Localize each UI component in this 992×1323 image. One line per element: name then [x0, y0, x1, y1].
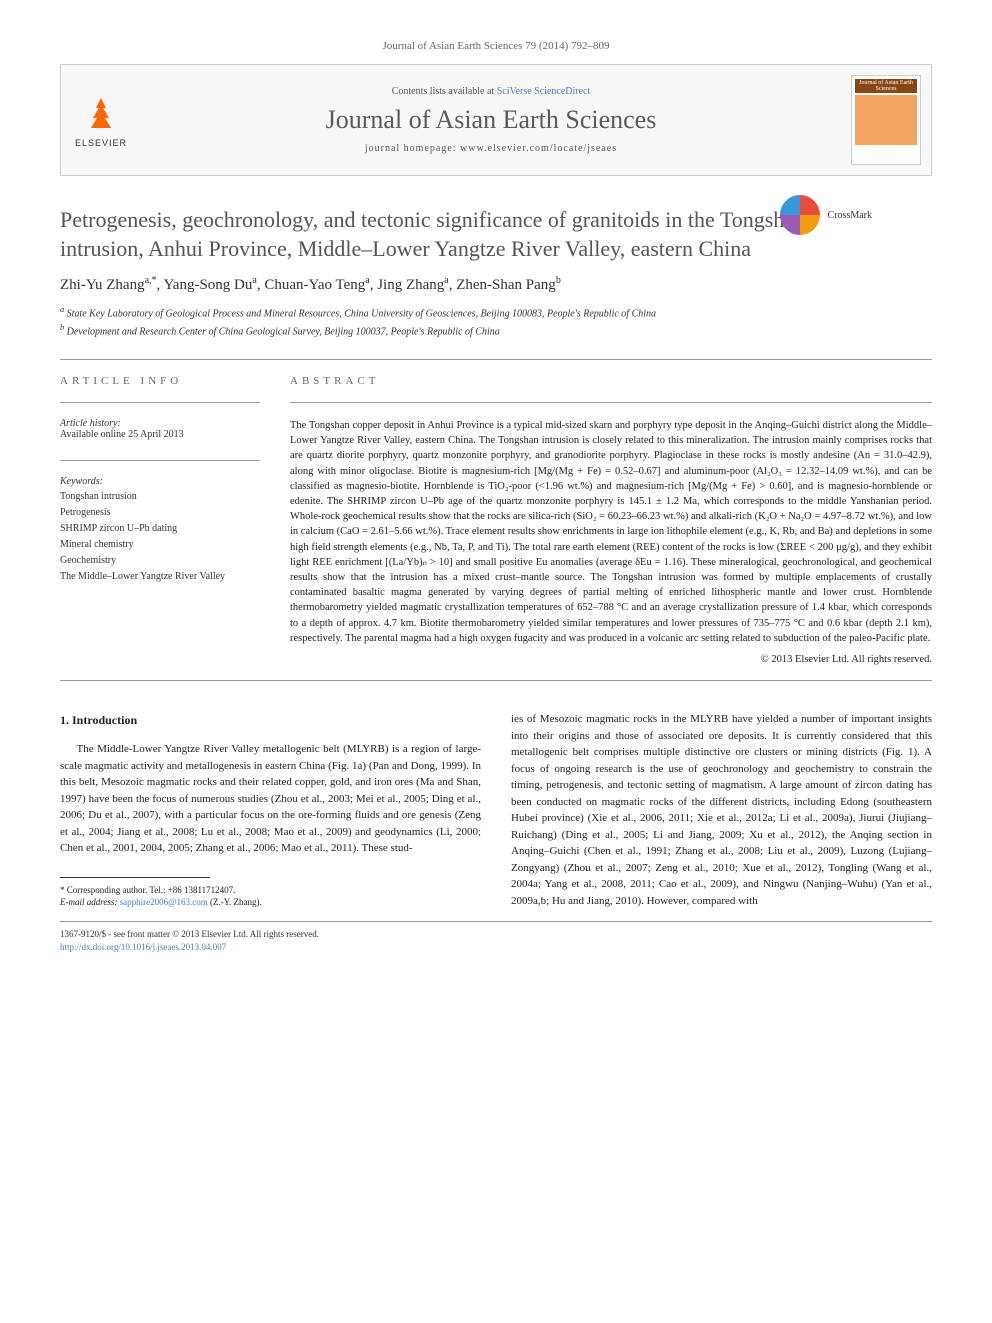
divider-info	[60, 402, 260, 403]
info-columns: ARTICLE INFO Article history: Available …	[60, 375, 932, 665]
abstract-text: The Tongshan copper deposit in Anhui Pro…	[290, 418, 932, 646]
header-center: Contents lists available at SciVerse Sci…	[141, 76, 841, 164]
doi-link[interactable]: http://dx.doi.org/10.1016/j.jseaes.2013.…	[60, 942, 226, 952]
article-history: Article history: Available online 25 Apr…	[60, 418, 260, 440]
homepage-url[interactable]: www.elsevier.com/locate/jseaes	[460, 143, 617, 154]
keywords-list: Tongshan intrusion Petrogenesis SHRIMP z…	[60, 489, 260, 585]
homepage-prefix: journal homepage:	[365, 143, 460, 154]
elsevier-logo: ELSEVIER	[61, 83, 141, 158]
keyword-item: Mineral chemistry	[60, 537, 260, 553]
sciencedirect-link[interactable]: SciVerse ScienceDirect	[497, 86, 591, 97]
corresponding-author-note: * Corresponding author. Tel.: +86 138117…	[60, 884, 481, 909]
introduction-heading: 1. Introduction	[60, 711, 481, 729]
author-3: , Chuan-Yao Teng	[257, 277, 365, 293]
publisher-name: ELSEVIER	[71, 138, 131, 148]
cover-title: Journal of Asian Earth Sciences	[855, 79, 917, 93]
corresponding-email[interactable]: sapphire2006@163.com	[120, 897, 208, 907]
author-5-affil: b	[556, 275, 561, 286]
footer-rights: 1367-9120/$ - see front matter © 2013 El…	[60, 928, 932, 941]
keyword-item: Petrogenesis	[60, 505, 260, 521]
keywords-label: Keywords:	[60, 476, 260, 487]
footnote-separator	[60, 877, 210, 878]
body-column-left: 1. Introduction The Middle-Lower Yangtze…	[60, 711, 481, 909]
contents-prefix: Contents lists available at	[392, 86, 497, 97]
crossmark-label: CrossMark	[828, 210, 872, 221]
footer-divider	[60, 921, 932, 922]
affiliation-a: a State Key Laboratory of Geological Pro…	[60, 304, 932, 321]
authors-line: Zhi-Yu Zhanga,*, Yang-Song Dua, Chuan-Ya…	[60, 275, 932, 294]
article-info-column: ARTICLE INFO Article history: Available …	[60, 375, 260, 665]
corresponding-tel: * Corresponding author. Tel.: +86 138117…	[60, 884, 481, 897]
divider-top	[60, 359, 932, 360]
journal-homepage-line: journal homepage: www.elsevier.com/locat…	[141, 143, 841, 154]
journal-reference: Journal of Asian Earth Sciences 79 (2014…	[60, 40, 932, 52]
intro-paragraph-2: ies of Mesozoic magmatic rocks in the ML…	[511, 711, 932, 909]
email-suffix: (Z.-Y. Zhang).	[210, 897, 262, 907]
affiliations: a State Key Laboratory of Geological Pro…	[60, 304, 932, 339]
author-2: , Yang-Song Du	[157, 277, 253, 293]
keyword-item: Tongshan intrusion	[60, 489, 260, 505]
author-1-affil: a,*	[145, 275, 157, 286]
keyword-item: SHRIMP zircon U–Pb dating	[60, 521, 260, 537]
author-1: Zhi-Yu Zhang	[60, 277, 145, 293]
intro-paragraph-1: The Middle-Lower Yangtze River Valley me…	[60, 741, 481, 857]
journal-header-box: ELSEVIER Contents lists available at Sci…	[60, 64, 932, 176]
divider-keywords	[60, 460, 260, 461]
crossmark-icon	[780, 195, 820, 235]
journal-cover-thumbnail: Journal of Asian Earth Sciences	[851, 75, 921, 165]
author-4: , Jing Zhang	[370, 277, 445, 293]
body-column-right: ies of Mesozoic magmatic rocks in the ML…	[511, 711, 932, 909]
cover-map-graphic	[855, 95, 917, 145]
contents-available-line: Contents lists available at SciVerse Sci…	[141, 86, 841, 97]
article-info-heading: ARTICLE INFO	[60, 375, 260, 387]
abstract-column: ABSTRACT The Tongshan copper deposit in …	[290, 375, 932, 665]
footer-info: 1367-9120/$ - see front matter © 2013 El…	[60, 928, 932, 953]
divider-bottom	[60, 680, 932, 681]
affiliation-b: b Development and Research Center of Chi…	[60, 322, 932, 339]
copyright-line: © 2013 Elsevier Ltd. All rights reserved…	[290, 654, 932, 665]
divider-abstract	[290, 402, 932, 403]
email-label: E-mail address:	[60, 897, 117, 907]
history-label: Article history:	[60, 418, 260, 429]
crossmark-badge[interactable]: CrossMark	[780, 195, 872, 235]
author-5: , Zhen-Shan Pang	[449, 277, 556, 293]
elsevier-tree-icon	[71, 93, 131, 138]
journal-title: Journal of Asian Earth Sciences	[141, 105, 841, 135]
history-date: Available online 25 April 2013	[60, 429, 260, 440]
keyword-item: The Middle–Lower Yangtze River Valley	[60, 569, 260, 585]
keyword-item: Geochemistry	[60, 553, 260, 569]
body-columns: 1. Introduction The Middle-Lower Yangtze…	[60, 711, 932, 909]
abstract-heading: ABSTRACT	[290, 375, 932, 387]
